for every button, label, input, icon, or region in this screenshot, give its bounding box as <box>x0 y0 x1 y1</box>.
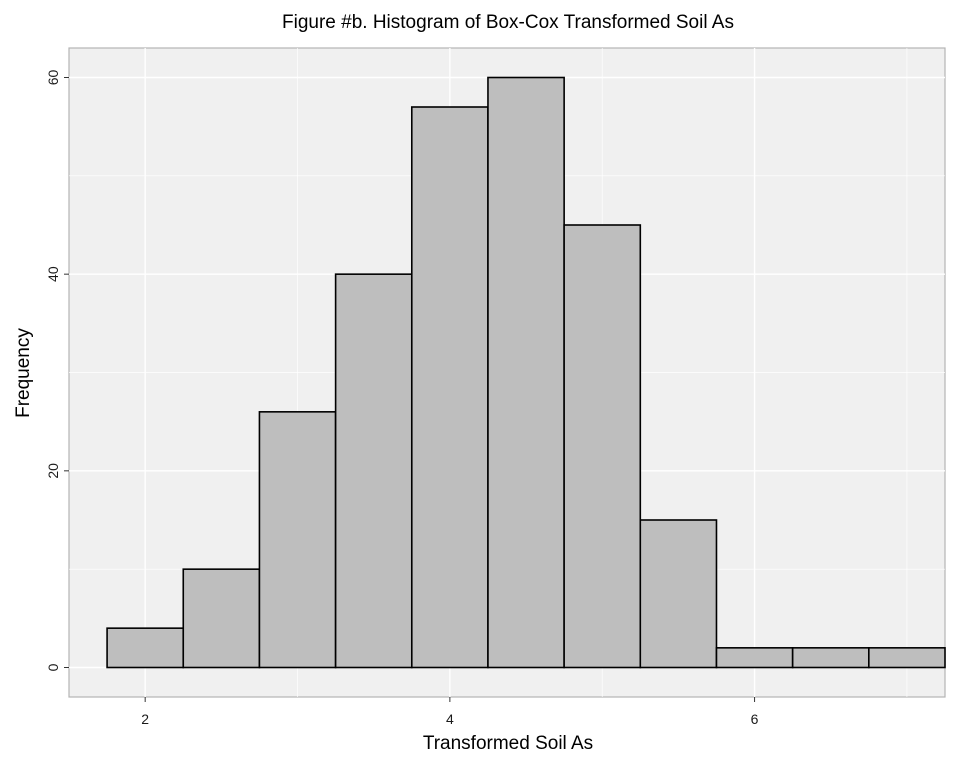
histogram-bar <box>639 519 718 669</box>
y-axis-title: Frequency <box>13 328 34 418</box>
histogram-bar <box>487 76 565 669</box>
histogram-bar <box>563 224 642 669</box>
y-tick-label: 60 <box>45 70 61 86</box>
histogram-bars <box>106 76 946 669</box>
histogram-bar <box>106 627 185 669</box>
histogram-bar <box>715 647 794 669</box>
x-axis-ticks: 2 4 6 <box>141 697 759 727</box>
x-tick-label: 6 <box>751 711 759 727</box>
x-axis-title: Transformed Soil As <box>423 733 593 754</box>
y-axis-ticks: 0 20 40 60 <box>45 70 69 671</box>
chart-title: Figure #b. Histogram of Box-Cox Transfor… <box>282 12 734 33</box>
histogram-bar <box>868 647 946 669</box>
histogram-bar <box>182 568 261 669</box>
histogram-bar <box>258 411 337 669</box>
x-tick-label: 2 <box>141 711 149 727</box>
histogram-bar <box>791 647 870 669</box>
y-tick-label: 0 <box>45 663 61 671</box>
histogram-bar <box>334 273 413 669</box>
y-tick-label: 40 <box>45 266 61 282</box>
histogram-bar <box>410 106 489 669</box>
y-tick-label: 20 <box>45 463 61 479</box>
x-tick-label: 4 <box>446 711 454 727</box>
